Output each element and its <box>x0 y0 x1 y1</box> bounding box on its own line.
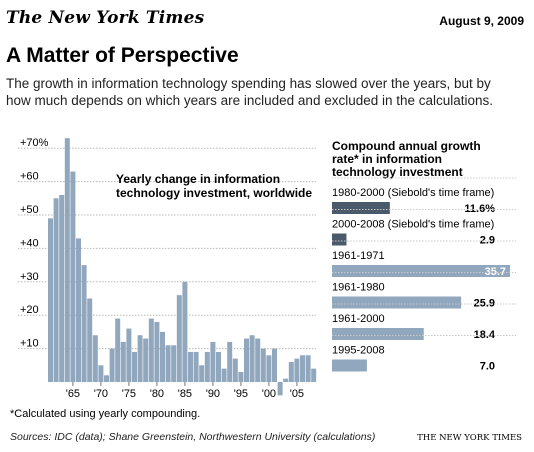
bar <box>232 358 238 382</box>
bar <box>98 365 104 382</box>
cagr-label: 1961-1971 <box>332 250 385 262</box>
cagr-bar <box>332 296 462 309</box>
x-tick-label: '80 <box>150 388 164 400</box>
y-tick-label: +20 <box>20 304 39 316</box>
x-tick-label: '95 <box>234 388 248 400</box>
bar <box>227 341 233 382</box>
cagr-bar <box>332 328 424 340</box>
bar <box>283 378 289 382</box>
cagr-label: 1980-2000 (Siebold's time frame) <box>332 187 494 199</box>
cagr-value: 7.0 <box>480 361 495 373</box>
chart-title: Yearly change in information technology i… <box>116 172 312 200</box>
bar <box>300 355 305 382</box>
bar <box>104 375 109 382</box>
bar <box>221 368 227 382</box>
bar <box>154 321 160 382</box>
sources: Sources: IDC (data); Shane Greenstein, N… <box>10 431 376 443</box>
bar <box>216 351 221 382</box>
x-tick-label: '70 <box>94 388 108 400</box>
bar <box>53 198 59 382</box>
bar <box>272 348 277 382</box>
bar <box>199 365 205 382</box>
cagr-value: 18.4 <box>474 329 496 341</box>
cagr-bar <box>332 233 347 246</box>
bar <box>171 345 177 382</box>
bar <box>165 345 171 382</box>
credit: THE NEW YORK TIMES <box>417 433 522 443</box>
bar <box>176 295 182 382</box>
cagr-label: 2000-2008 (Siebold's time frame) <box>332 219 494 231</box>
bar <box>87 298 93 382</box>
y-tick-label: +70% <box>20 137 49 149</box>
footnote: *Calculated using yearly compounding. <box>10 408 201 420</box>
y-tick-label: +40 <box>20 237 39 249</box>
bar <box>305 355 311 382</box>
bar <box>115 318 121 382</box>
bar <box>266 355 272 382</box>
cagr-label: 1961-1980 <box>332 282 385 294</box>
y-tick-label: +10 <box>20 338 39 350</box>
bar <box>81 265 87 382</box>
cagr-title: Compound annual growth rate* in informati… <box>332 139 481 179</box>
bar <box>70 171 76 382</box>
bar <box>294 358 300 382</box>
bar <box>59 194 65 382</box>
bar <box>148 318 154 382</box>
bar <box>48 218 53 382</box>
bar <box>238 371 244 382</box>
bar <box>249 335 255 382</box>
cagr-bar <box>332 202 390 214</box>
bar <box>132 351 137 382</box>
bar <box>277 382 283 396</box>
cagr-label: 1961-2000 <box>332 313 385 325</box>
bar <box>288 361 294 382</box>
bar <box>64 138 70 382</box>
y-tick-label: +60 <box>20 171 39 183</box>
y-tick-label: +30 <box>20 271 39 283</box>
bar <box>126 328 132 382</box>
cagr-label: 1995-2008 <box>332 345 385 357</box>
x-tick-label: '90 <box>206 388 220 400</box>
x-tick-label: '75 <box>122 388 136 400</box>
x-tick-label: '85 <box>178 388 192 400</box>
bar <box>255 338 261 382</box>
masthead-logo: The New York Times <box>6 8 205 28</box>
bar <box>92 335 98 382</box>
bar <box>76 238 81 382</box>
cagr-bar <box>332 359 367 372</box>
subtitle: The growth in information technology spe… <box>6 76 494 108</box>
cagr-bar <box>332 265 510 277</box>
publication-date: August 9, 2009 <box>439 14 524 28</box>
bar <box>160 331 165 382</box>
bar <box>193 351 199 382</box>
y-tick-label: +50 <box>20 204 39 216</box>
x-tick-label: '65 <box>66 388 80 400</box>
cagr-value: 2.9 <box>480 235 495 247</box>
bar <box>204 351 210 382</box>
cagr-value: 25.9 <box>474 298 495 310</box>
bar <box>260 348 266 382</box>
x-tick-label: '00 <box>262 388 276 400</box>
bar <box>182 281 188 382</box>
bar <box>120 341 126 382</box>
bar <box>188 351 193 382</box>
bar <box>143 338 149 382</box>
bar <box>311 368 317 382</box>
x-tick-label: '05 <box>290 388 304 400</box>
bar <box>109 348 115 382</box>
bar <box>244 338 249 382</box>
page-title: A Matter of Perspective <box>6 44 239 67</box>
bar <box>137 335 143 382</box>
bar <box>210 341 216 382</box>
